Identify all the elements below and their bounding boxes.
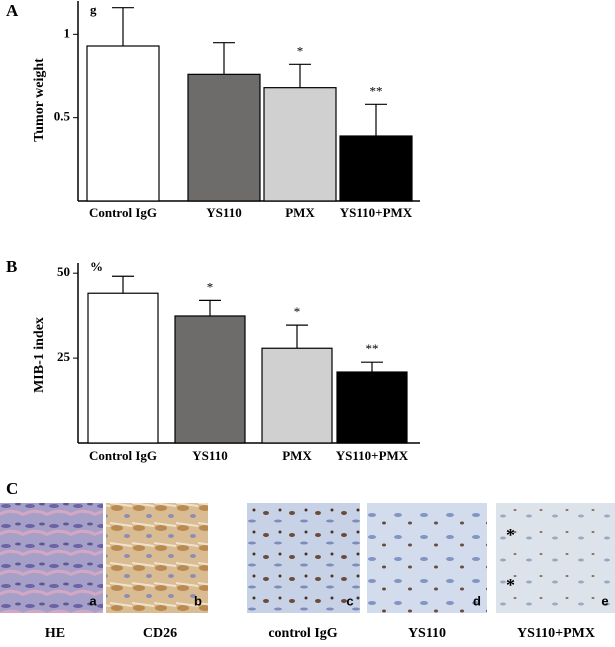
image-label: CD26 [143,626,177,641]
micrograph [496,503,615,613]
error-bar [199,299,221,316]
x-tick-label: YS110 [192,448,227,463]
image-letter: c [346,593,353,608]
significance: ** [370,83,383,98]
bar [261,347,333,444]
x-tick-label: PMX [285,205,315,220]
image-mark: * [506,575,515,595]
error-bar [213,42,235,75]
significance: * [297,43,304,58]
image-label: YS110 [408,626,446,641]
micrograph [0,503,103,613]
y-unit: % [90,259,103,274]
panel-label: C [6,479,18,498]
error-bar [289,63,311,88]
image-letter: a [89,593,97,608]
y-axis-label: MIB-1 index [32,317,47,393]
panel-label: B [6,257,17,276]
micrograph [247,503,360,613]
x-tick-label: YS110 [206,205,241,220]
bar [86,45,160,202]
x-tick-label: PMX [282,448,312,463]
image-letter: d [473,593,481,608]
significance: ** [366,341,379,356]
bar [263,87,337,202]
error-bar [112,275,134,294]
significance: * [207,279,214,294]
image-letter: e [601,593,608,608]
image-letter: b [194,593,202,608]
x-tick-label: Control IgG [89,448,157,463]
error-bar [361,361,383,373]
x-tick-label: YS110+PMX [340,205,413,220]
panel-label: A [6,1,19,20]
significance: * [294,304,301,319]
x-tick-label: YS110+PMX [336,448,409,463]
bar [87,292,159,444]
micrograph [367,503,487,613]
error-bar [365,103,387,136]
bar [174,315,246,444]
y-tick-label: 25 [57,349,71,364]
panel-c: C a HE b CD26 c control IgG d YS110 e YS110+PMX * * [0,479,615,641]
y-tick-label: 50 [57,264,70,279]
bar [336,371,408,444]
image-mark: * [506,525,515,545]
y-tick-label: 1 [64,25,71,40]
error-bar [112,7,134,46]
micrograph [106,503,208,613]
x-tick-label: Control IgG [89,205,157,220]
image-label: control IgG [268,626,337,641]
y-tick-label: 0.5 [54,109,71,124]
error-bar [286,324,308,349]
image-label: YS110+PMX [517,626,595,641]
y-axis-label: Tumor weight [32,58,47,142]
bar [187,73,261,202]
bar [339,135,413,202]
y-unit: g [90,2,97,17]
image-label: HE [45,626,65,641]
